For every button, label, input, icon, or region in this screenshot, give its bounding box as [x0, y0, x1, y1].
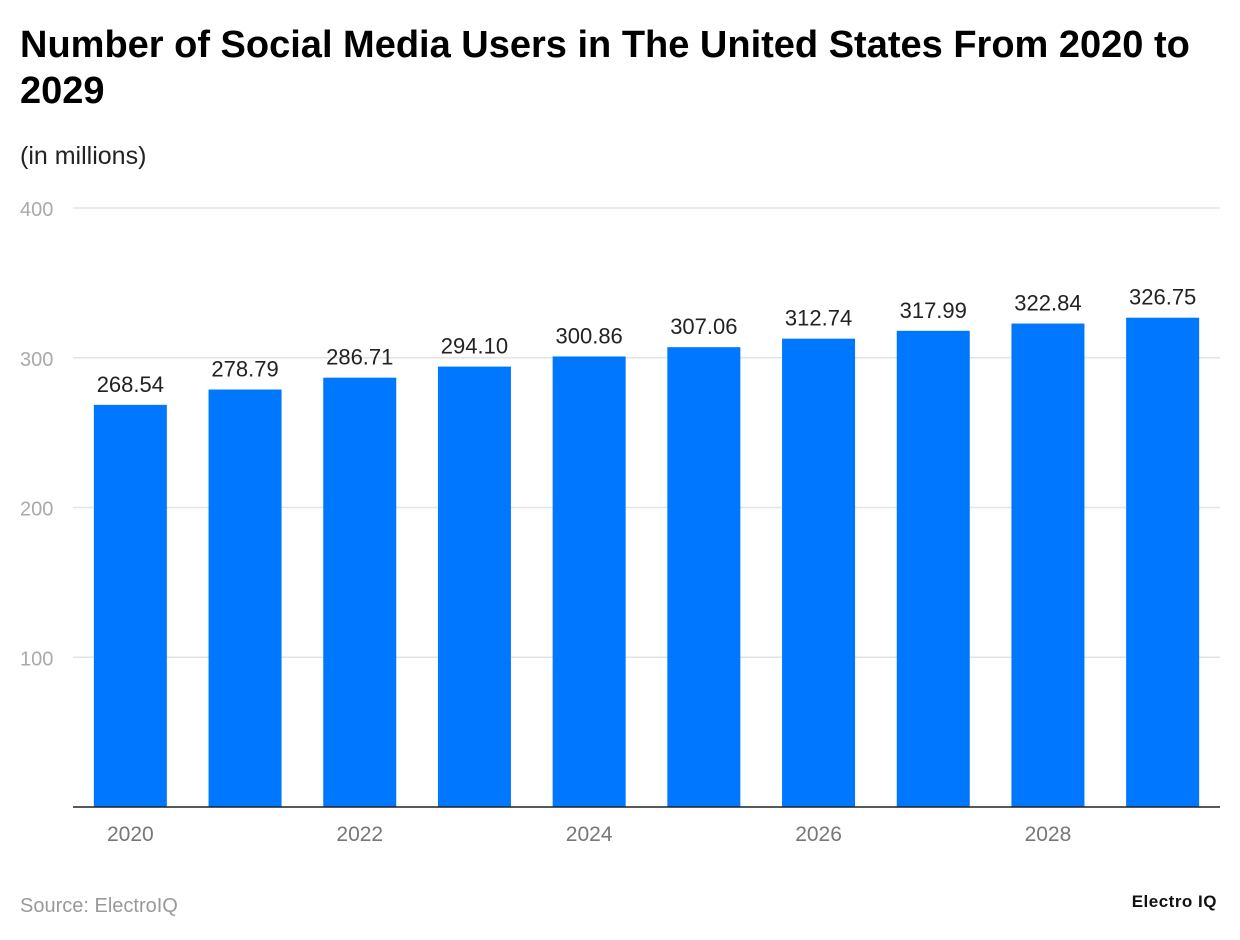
data-label: 300.86 [556, 323, 623, 348]
data-label: 326.75 [1129, 285, 1196, 310]
data-label: 278.79 [211, 357, 278, 382]
bar-2024 [552, 356, 626, 807]
data-label: 268.54 [97, 372, 164, 397]
y-tick-label: 400 [20, 199, 53, 221]
data-label: 307.06 [670, 314, 737, 339]
bar-2028 [1011, 323, 1085, 807]
bar-2023 [437, 366, 511, 807]
y-tick-label: 100 [20, 648, 53, 670]
bar-2025 [667, 347, 741, 807]
x-tick-label: 2020 [107, 823, 154, 846]
bar-2029 [1126, 317, 1200, 807]
bar-2021 [208, 389, 282, 807]
x-tick-label: 2024 [566, 823, 613, 846]
bar-2026 [782, 338, 856, 807]
data-label: 294.10 [441, 334, 508, 359]
x-tick-label: 2026 [795, 823, 842, 846]
x-tick-label: 2022 [336, 823, 383, 846]
data-label: 317.99 [900, 298, 967, 323]
data-label: 312.74 [785, 306, 852, 331]
source-note: Source: ElectroIQ [20, 895, 178, 917]
bar-2022 [323, 377, 397, 807]
chart-title: Number of Social Media Users in The Unit… [20, 24, 1190, 112]
electroiq-logo: Electro IQ [1131, 892, 1217, 911]
bar-2020 [93, 404, 167, 807]
data-label: 322.84 [1014, 291, 1081, 316]
y-tick-label: 200 [20, 499, 53, 521]
chart-subtitle: (in millions) [20, 142, 147, 170]
bar-2027 [896, 330, 970, 807]
x-tick-label: 2028 [1025, 823, 1072, 846]
data-label: 286.71 [326, 345, 393, 370]
y-tick-label: 300 [20, 349, 53, 371]
